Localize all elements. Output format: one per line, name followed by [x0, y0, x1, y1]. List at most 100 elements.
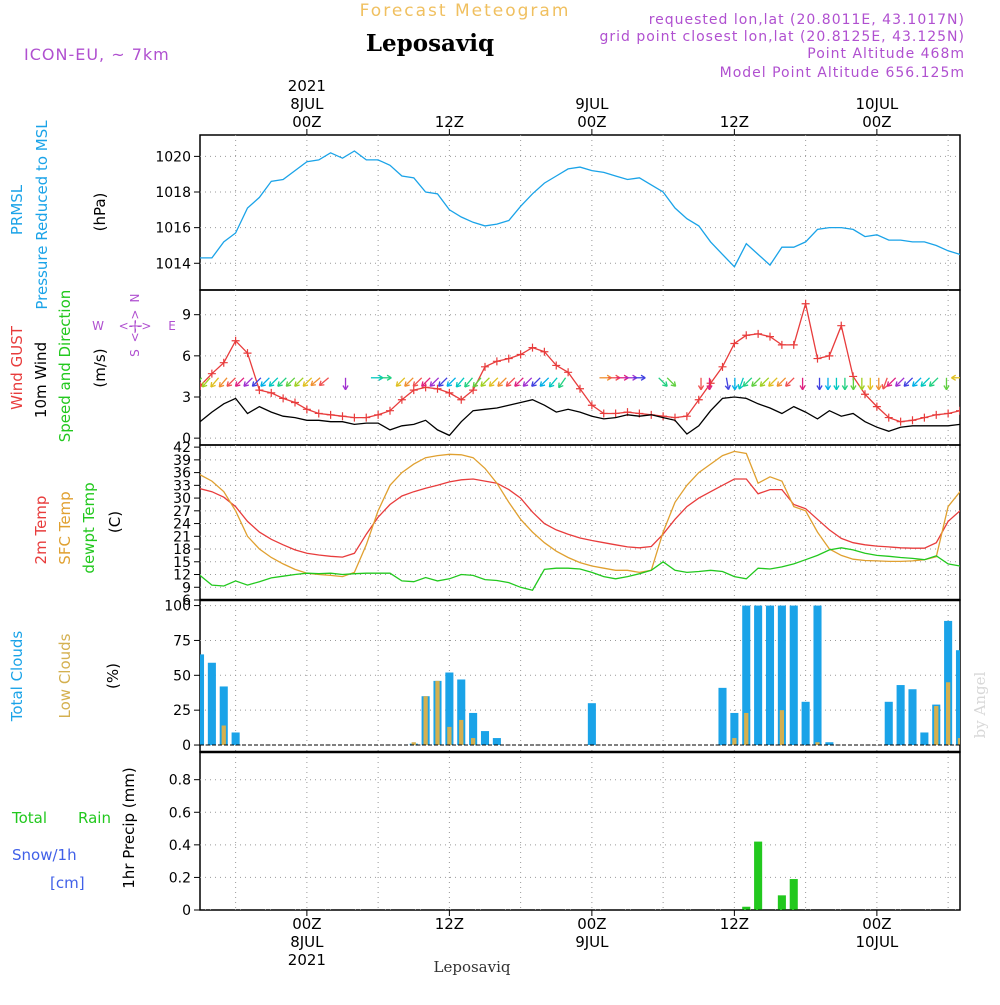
gust-marker [706, 379, 715, 388]
wind-barb [421, 377, 431, 387]
wind-barb-head [706, 385, 713, 391]
wind-barb [759, 377, 770, 387]
wind-barb-head [742, 381, 749, 387]
gust-marker [813, 354, 822, 363]
wind-barb [412, 377, 423, 387]
wind-barb [201, 377, 211, 388]
bottom-time-label: 10JUL [855, 933, 898, 951]
gust-marker [694, 395, 703, 404]
wind-ylabel: (m/s) [91, 348, 109, 387]
y-tick-label: 30 [173, 491, 191, 507]
wind-barb [929, 377, 939, 387]
y-tick-label: 3 [182, 390, 191, 406]
clouds-ylabel: (%) [104, 663, 122, 689]
wind-barb-head [226, 381, 233, 387]
y-tick-label: 18 [173, 542, 191, 558]
plot-layer [200, 135, 976, 910]
wind-barb [776, 377, 787, 387]
pressure-label-msl: Pressure Reduced to MSL [33, 120, 51, 310]
wind-barb [548, 377, 558, 388]
bar-total-clouds [207, 662, 216, 746]
watermark: by Angel [971, 671, 989, 738]
wind-barb [658, 377, 668, 387]
gust-marker [540, 347, 549, 356]
wind-barb-head [342, 385, 349, 391]
top-time-label: 8JUL [290, 95, 324, 113]
panel-frame-temperature [199, 444, 961, 601]
y-tick-label: 36 [173, 466, 191, 482]
wind-barb-head [234, 381, 241, 387]
wind-label-speed-dir: Speed and Direction [56, 290, 74, 443]
y-tick-label: 100 [164, 599, 191, 615]
wind-barb-head [881, 384, 888, 390]
panel-wind [200, 290, 976, 445]
wind-barb [882, 377, 888, 390]
wind-barb-head [310, 380, 316, 387]
point-altitude: Point Altitude 468m [807, 46, 965, 62]
bottom-time-label: 00Z [292, 915, 321, 933]
bar-total-clouds [587, 703, 596, 746]
gust-marker [457, 395, 466, 404]
wind-barb [438, 377, 448, 387]
wind-barb [742, 377, 753, 387]
gust-marker [504, 354, 513, 363]
bar-low-clouds [744, 712, 749, 746]
wind-barb-head [505, 381, 512, 387]
gust-marker [267, 388, 276, 397]
wind-barb [738, 377, 744, 390]
wind-barb [218, 377, 228, 388]
wind-barb [488, 377, 499, 387]
gust-marker [397, 395, 406, 404]
wind-barb-head [903, 381, 910, 387]
bottom-time-label: 12Z [435, 915, 464, 933]
wind-barb-head [464, 381, 470, 388]
gust-marker [207, 369, 216, 378]
gust-marker [576, 384, 584, 393]
gust-marker [872, 402, 881, 411]
gust-marker [742, 331, 751, 340]
gust-marker [968, 404, 976, 412]
gust-marker [219, 358, 228, 367]
requested-coords: requested lon,lat (20.8011E, 43.1017N) [649, 12, 965, 28]
wind-barb [243, 377, 253, 387]
precip-ylabel: 1hr Precip (mm) [120, 767, 138, 888]
compass-cross-h: <-|-> [119, 319, 152, 333]
gust-marker [861, 390, 869, 399]
gust-marker [801, 299, 810, 308]
wind-barb-head [751, 381, 757, 387]
panel-temperature [200, 445, 960, 601]
bar-total-clouds [920, 732, 929, 746]
y-tick-label: 33 [173, 478, 191, 494]
wind-barb [446, 377, 457, 387]
precip-label-rain: Rain [78, 809, 111, 827]
wind-barb [522, 377, 533, 387]
wind-barb-head [824, 385, 832, 391]
wind-barb-head [724, 384, 731, 391]
wind-barb-head [404, 381, 410, 387]
gust-marker [587, 401, 596, 410]
y-tick-label: 75 [173, 633, 191, 649]
wind-barb-head [395, 381, 402, 387]
wind-barb [920, 377, 931, 387]
bar-total-clouds [445, 672, 454, 746]
location-title: Leposaviq [366, 30, 494, 57]
wind-barb [895, 377, 905, 387]
bar-low-clouds [732, 738, 737, 746]
wind-barb [903, 377, 914, 387]
gust-marker [730, 339, 739, 348]
gust-marker [884, 413, 893, 422]
wind-barb-head [480, 381, 486, 387]
bar-rain [754, 841, 763, 910]
gust-marker [528, 343, 537, 352]
y-tick-label: 50 [173, 668, 191, 684]
wind-barb-head [412, 381, 419, 387]
bar-low-clouds [470, 738, 476, 746]
bar-total-clouds [955, 650, 960, 746]
wind-barb-head [531, 381, 537, 387]
wind-barb [302, 377, 313, 387]
gust-marker [243, 349, 252, 358]
temp-label-dewpt: dewpt Temp [80, 482, 98, 573]
panel-precip [200, 752, 960, 910]
clouds-label-total: Total Clouds [8, 631, 26, 723]
